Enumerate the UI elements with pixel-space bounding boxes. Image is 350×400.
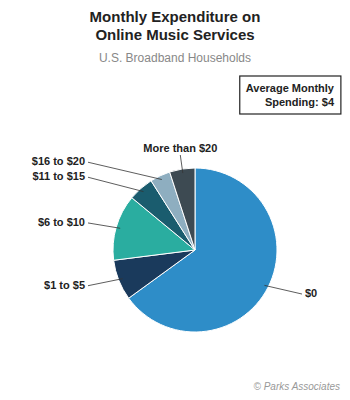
annotation-box: Average MonthlySpending: $4 <box>240 76 341 114</box>
pie <box>113 168 277 332</box>
leader-line <box>88 177 143 191</box>
title: Monthly Expenditure onOnline Music Servi… <box>90 8 261 43</box>
leader-line <box>88 162 162 179</box>
leader-line <box>180 155 183 173</box>
slice-label: $16 to $20 <box>32 155 85 167</box>
leader-line <box>264 285 302 294</box>
slice-label: More than $20 <box>143 142 217 154</box>
slice-label: $11 to $15 <box>32 170 85 182</box>
leader-line <box>88 223 120 228</box>
annotation: Average MonthlySpending: $4 <box>246 82 335 108</box>
slice-label: $0 <box>305 287 317 299</box>
footer: © Parks Associates <box>254 381 340 392</box>
subtitle: U.S. Broadband Households <box>99 51 251 65</box>
labels: $0 $1 to $5 $6 to $10 $11 to $15 $16 to $20 M… <box>32 142 317 299</box>
slice-label: $6 to $10 <box>38 216 85 228</box>
slice-label: $1 to $5 <box>44 279 85 291</box>
annotation-frame <box>240 76 341 114</box>
leader-line <box>88 279 123 286</box>
chart: Monthly Expenditure onOnline Music Servi… <box>0 0 350 400</box>
pie-slice <box>170 168 195 250</box>
